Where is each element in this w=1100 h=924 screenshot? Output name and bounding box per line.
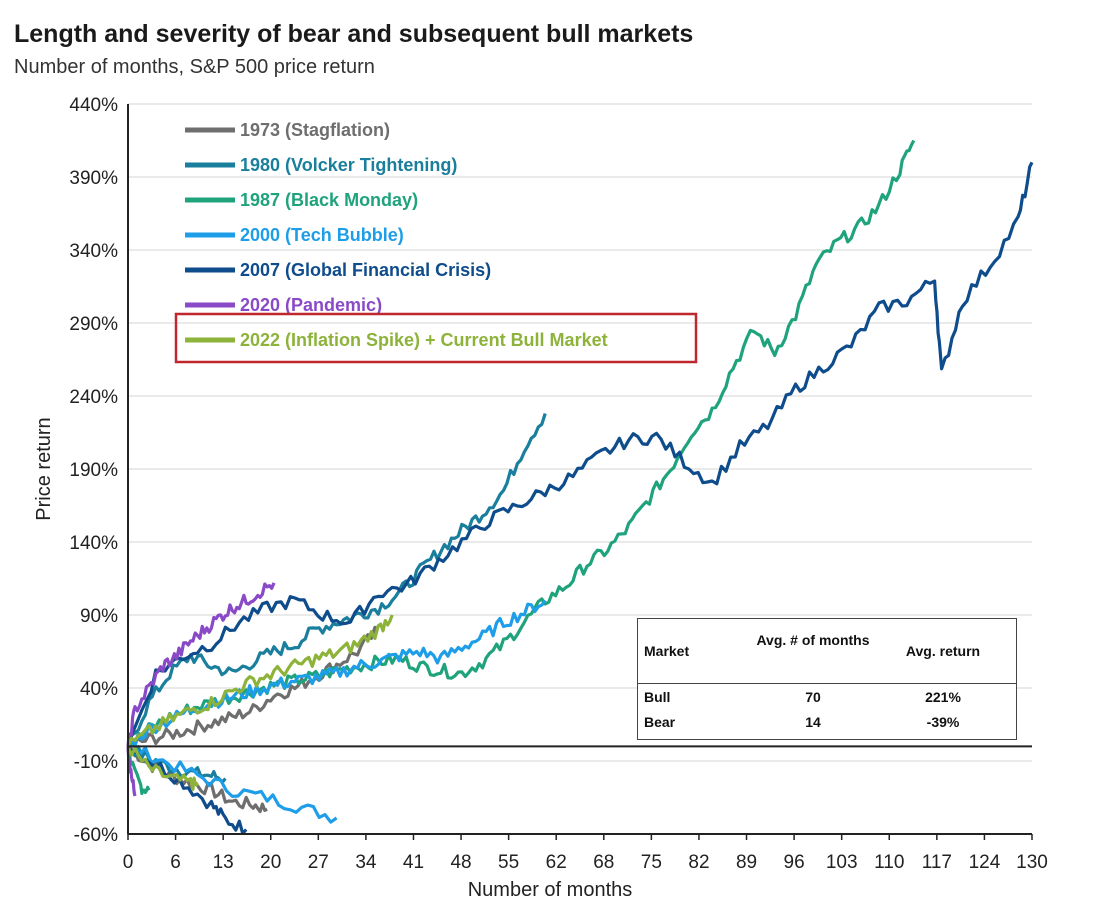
axes: 440% 390% 340% 290% 240% 190% 140% 90% 40% -10% -6… xyxy=(33,95,1048,901)
x-tick-label: 103 xyxy=(826,852,858,873)
legend-label: 2022 (Inflation Spike) + Current Bull Ma… xyxy=(240,330,608,350)
y-tick-label: 290% xyxy=(69,314,118,335)
series-line xyxy=(127,744,338,824)
series-line xyxy=(126,745,248,836)
y-tick-label: -60% xyxy=(74,825,118,846)
x-tick-label: 55 xyxy=(498,852,519,873)
x-tick-label: 110 xyxy=(874,852,904,873)
series-line xyxy=(126,582,276,747)
x-tick-label: 124 xyxy=(969,852,1001,873)
y-tick-label: 190% xyxy=(69,460,118,481)
stats-bear-months: 14 xyxy=(805,714,821,730)
x-tick-label: 41 xyxy=(403,852,424,873)
chart-subtitle: Number of months, S&P 500 price return xyxy=(14,56,375,78)
x-tick-label: 48 xyxy=(450,852,471,873)
stats-bear-label: Bear xyxy=(644,714,676,730)
stats-bull-months: 70 xyxy=(805,689,821,705)
legend-label: 1987 (Black Monday) xyxy=(240,190,418,210)
chart-title: Length and severity of bear and subseque… xyxy=(14,20,694,48)
series-line xyxy=(126,413,547,747)
stats-bull-return: 221% xyxy=(925,689,961,705)
x-tick-label: 89 xyxy=(736,852,757,873)
x-tick-label: 6 xyxy=(170,852,181,873)
stats-bear-return: -39% xyxy=(926,714,960,730)
y-tick-label: 340% xyxy=(69,241,118,262)
y-tick-label: 390% xyxy=(69,168,118,189)
x-tick-label: 0 xyxy=(123,852,134,873)
x-tick-label: 27 xyxy=(308,852,329,873)
y-tick-label: 40% xyxy=(80,679,118,700)
stats-header-return: Avg. return xyxy=(905,643,981,659)
stats-header-market: Market xyxy=(644,643,690,659)
x-tick-label: 96 xyxy=(784,852,805,873)
series-line xyxy=(127,139,916,748)
x-tick-label: 117 xyxy=(922,852,952,873)
y-tick-label: -10% xyxy=(74,752,118,773)
legend-label: 2020 (Pandemic) xyxy=(240,295,382,315)
series-line xyxy=(126,746,137,797)
stats-bull-label: Bull xyxy=(644,689,671,705)
x-tick-label: 130 xyxy=(1016,852,1048,873)
x-tick-label: 62 xyxy=(546,852,567,873)
series-line xyxy=(126,614,394,748)
y-axis-title: Price return xyxy=(33,417,55,520)
x-tick-label: 34 xyxy=(355,852,377,873)
x-tick-label: 13 xyxy=(213,852,234,873)
legend-label: 2007 (Global Financial Crisis) xyxy=(240,260,491,280)
legend-label: 2000 (Tech Bubble) xyxy=(240,225,404,245)
y-tick-label: 440% xyxy=(69,95,118,116)
series-lines xyxy=(126,139,1034,836)
x-tick-label: 68 xyxy=(593,852,614,873)
x-tick-label: 75 xyxy=(641,852,662,873)
legend-highlight-box xyxy=(174,312,698,364)
y-tick-label: 140% xyxy=(69,533,118,554)
x-axis-title: Number of months xyxy=(468,879,633,901)
series-line xyxy=(126,745,199,792)
legend: 1973 (Stagflation) 1980 (Volcker Tighteni… xyxy=(174,120,698,364)
x-tick-label: 82 xyxy=(688,852,709,873)
series-line xyxy=(126,161,1034,747)
x-tick-label: 20 xyxy=(260,852,281,873)
series-line xyxy=(127,625,380,749)
stats-table: Market Avg. # of months Avg. return Bull… xyxy=(637,618,1017,740)
y-tick-label: 240% xyxy=(69,387,118,408)
legend-label: 1973 (Stagflation) xyxy=(240,120,390,140)
stats-header-months: Avg. # of months xyxy=(756,632,870,648)
stats-header-row: Market Avg. # of months Avg. return xyxy=(638,619,1016,684)
series-line xyxy=(126,745,151,796)
legend-label: 1980 (Volcker Tightening) xyxy=(240,155,457,175)
y-tick-label: 90% xyxy=(80,606,118,627)
